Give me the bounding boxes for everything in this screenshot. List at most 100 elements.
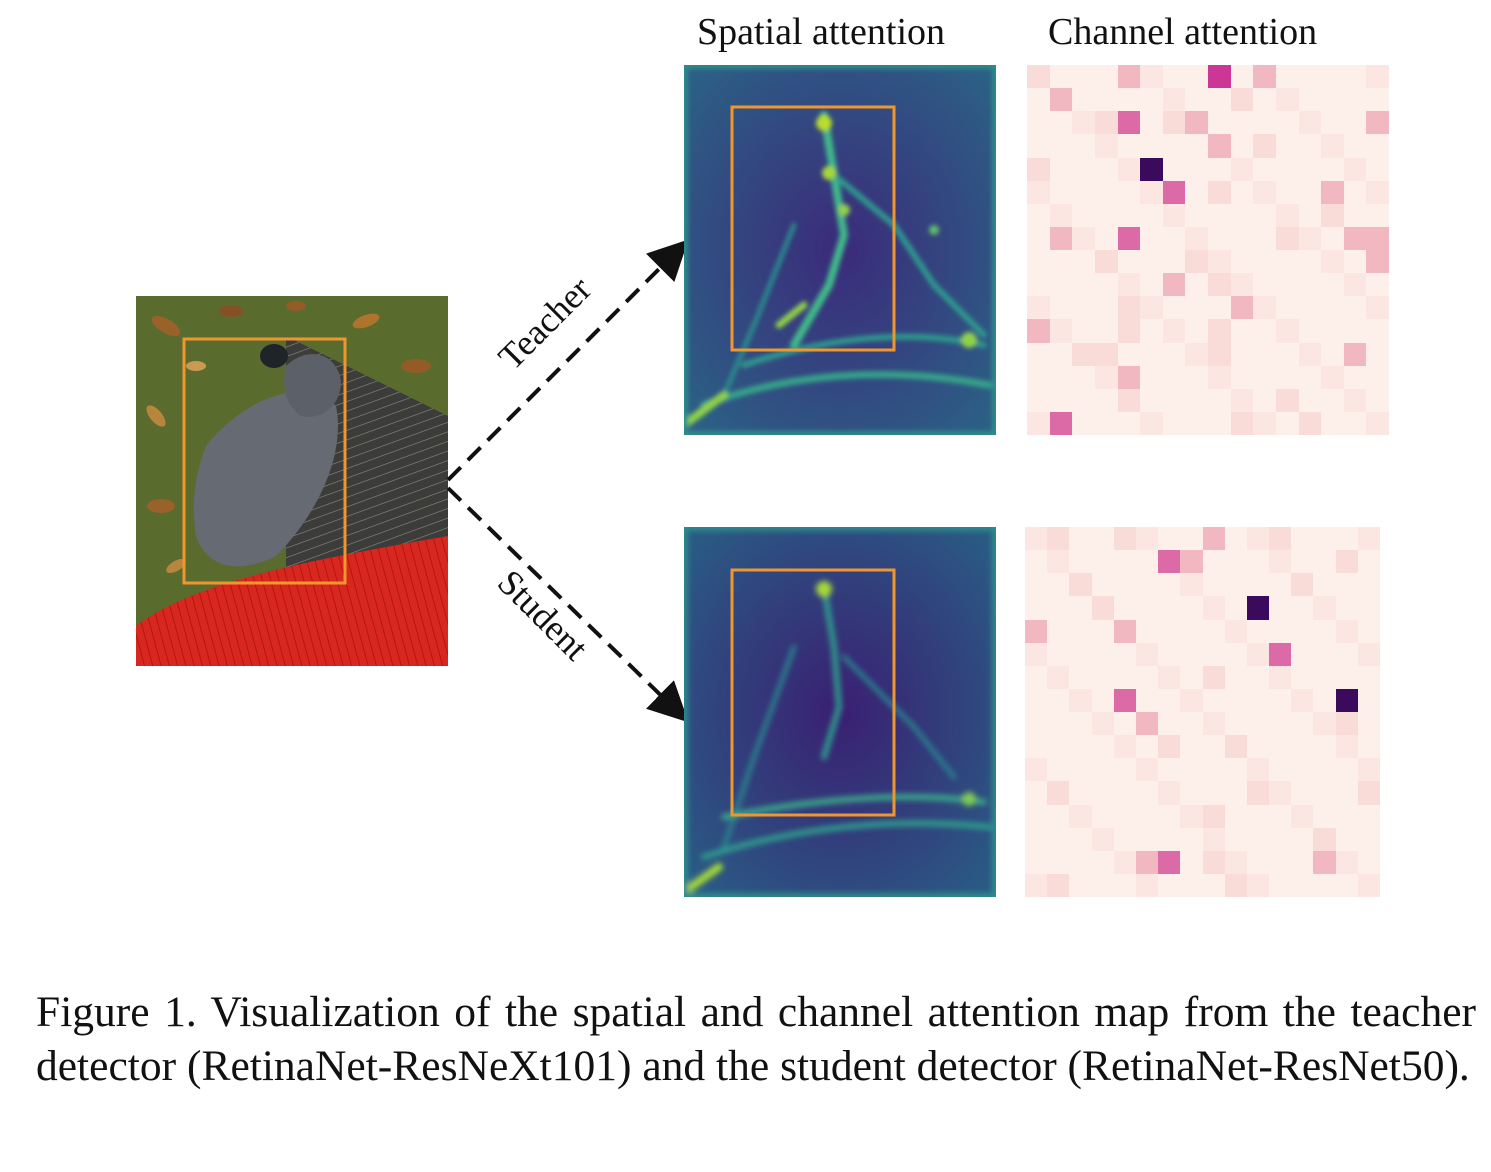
teacher-channel-cell	[1253, 111, 1276, 135]
student-channel-cell	[1180, 804, 1203, 828]
student-channel-cell	[1091, 642, 1114, 666]
student-channel-cell	[1357, 873, 1380, 897]
student-channel-cell	[1335, 735, 1358, 759]
teacher-channel-cell	[1298, 250, 1322, 274]
teacher-channel-cell	[1117, 111, 1141, 135]
teacher-channel-cell	[1343, 342, 1367, 366]
teacher-channel-cell	[1343, 65, 1367, 89]
student-channel-cell	[1291, 688, 1314, 712]
teacher-channel-cell	[1162, 180, 1186, 204]
teacher-channel-cell	[1275, 134, 1299, 158]
teacher-channel-cell	[1230, 111, 1254, 135]
teacher-channel-cell	[1321, 88, 1344, 112]
teacher-channel-cell	[1117, 273, 1141, 297]
student-channel-cell	[1091, 665, 1114, 689]
teacher-channel-cell	[1298, 203, 1322, 227]
student-channel-cell	[1335, 712, 1358, 736]
teacher-channel-cell	[1366, 65, 1389, 89]
student-channel-cell	[1180, 665, 1203, 689]
teacher-channel-cell	[1094, 388, 1118, 412]
teacher-channel-cell	[1162, 296, 1186, 320]
student-channel-cell	[1357, 804, 1380, 828]
student-channel-cell	[1335, 827, 1358, 851]
student-channel-cell	[1335, 619, 1358, 643]
student-channel-cell	[1135, 665, 1159, 689]
student-channel-cell	[1246, 573, 1270, 597]
teacher-channel-cell	[1185, 411, 1208, 435]
student-channel-cell	[1269, 873, 1292, 897]
student-channel-cell	[1135, 804, 1159, 828]
student-channel-cell	[1025, 527, 1048, 551]
student-channel-cell	[1047, 596, 1070, 620]
teacher-spatial-heatmap	[684, 65, 996, 435]
student-channel-cell	[1091, 781, 1114, 805]
teacher-channel-cell	[1298, 365, 1322, 389]
teacher-channel-cell	[1094, 342, 1118, 366]
student-channel-cell	[1069, 573, 1092, 597]
teacher-channel-cell	[1049, 250, 1073, 274]
teacher-channel-cell	[1049, 180, 1073, 204]
teacher-channel-cell	[1185, 88, 1208, 112]
student-channel-cell	[1113, 850, 1136, 874]
teacher-channel-cell	[1208, 134, 1231, 158]
teacher-channel-cell	[1162, 157, 1186, 181]
student-channel-cell	[1357, 527, 1380, 551]
student-channel-cell	[1313, 550, 1336, 574]
teacher-channel-cell	[1321, 342, 1344, 366]
student-channel-cell	[1047, 827, 1070, 851]
teacher-channel-cell	[1321, 226, 1344, 250]
student-channel-cell	[1091, 804, 1114, 828]
student-channel-cell	[1357, 758, 1380, 782]
student-channel-cell	[1357, 573, 1380, 597]
teacher-channel-cell	[1208, 226, 1231, 250]
teacher-channel-cell	[1140, 157, 1163, 181]
student-channel-cell	[1025, 827, 1048, 851]
teacher-channel-cell	[1027, 250, 1050, 274]
teacher-channel-cell	[1185, 226, 1208, 250]
student-channel-cell	[1158, 619, 1181, 643]
teacher-channel-cell	[1140, 319, 1163, 343]
teacher-channel-cell	[1162, 388, 1186, 412]
teacher-channel-cell	[1321, 296, 1344, 320]
student-channel-cell	[1335, 527, 1358, 551]
figure-caption: Figure 1. Visualization of the spatial a…	[36, 988, 1476, 1090]
teacher-channel-cell	[1208, 180, 1231, 204]
teacher-channel-cell	[1253, 411, 1276, 435]
student-channel-cell	[1335, 873, 1358, 897]
student-channel-cell	[1135, 527, 1159, 551]
student-channel-cell	[1069, 781, 1092, 805]
student-channel-cell	[1202, 619, 1225, 643]
student-channel-cell	[1357, 596, 1380, 620]
teacher-channel-cell	[1185, 273, 1208, 297]
student-channel-cell	[1291, 827, 1314, 851]
teacher-channel-cell	[1366, 88, 1389, 112]
student-channel-cell	[1246, 873, 1270, 897]
teacher-channel-cell	[1027, 411, 1050, 435]
teacher-channel-cell	[1049, 134, 1073, 158]
student-channel-cell	[1202, 550, 1225, 574]
teacher-channel-cell	[1275, 226, 1299, 250]
teacher-channel-cell	[1230, 250, 1254, 274]
student-channel-cell	[1224, 642, 1247, 666]
student-channel-cell	[1224, 688, 1247, 712]
student-channel-cell	[1113, 873, 1136, 897]
teacher-channel-cell	[1094, 134, 1118, 158]
student-channel-cell	[1224, 873, 1247, 897]
student-channel-cell	[1091, 873, 1114, 897]
student-channel-cell	[1246, 781, 1270, 805]
teacher-channel-cell	[1321, 180, 1344, 204]
teacher-channel-cell	[1343, 319, 1367, 343]
teacher-channel-cell	[1230, 226, 1254, 250]
teacher-channel-cell	[1253, 65, 1276, 89]
student-channel-cell	[1113, 642, 1136, 666]
teacher-channel-cell	[1253, 250, 1276, 274]
teacher-channel-cell	[1366, 203, 1389, 227]
student-channel-cell	[1246, 712, 1270, 736]
teacher-channel-cell	[1321, 157, 1344, 181]
teacher-channel-cell	[1208, 388, 1231, 412]
teacher-channel-cell	[1275, 111, 1299, 135]
student-channel-cell	[1158, 781, 1181, 805]
student-channel-cell	[1246, 735, 1270, 759]
teacher-channel-cell	[1230, 273, 1254, 297]
teacher-channel-cell	[1298, 319, 1322, 343]
